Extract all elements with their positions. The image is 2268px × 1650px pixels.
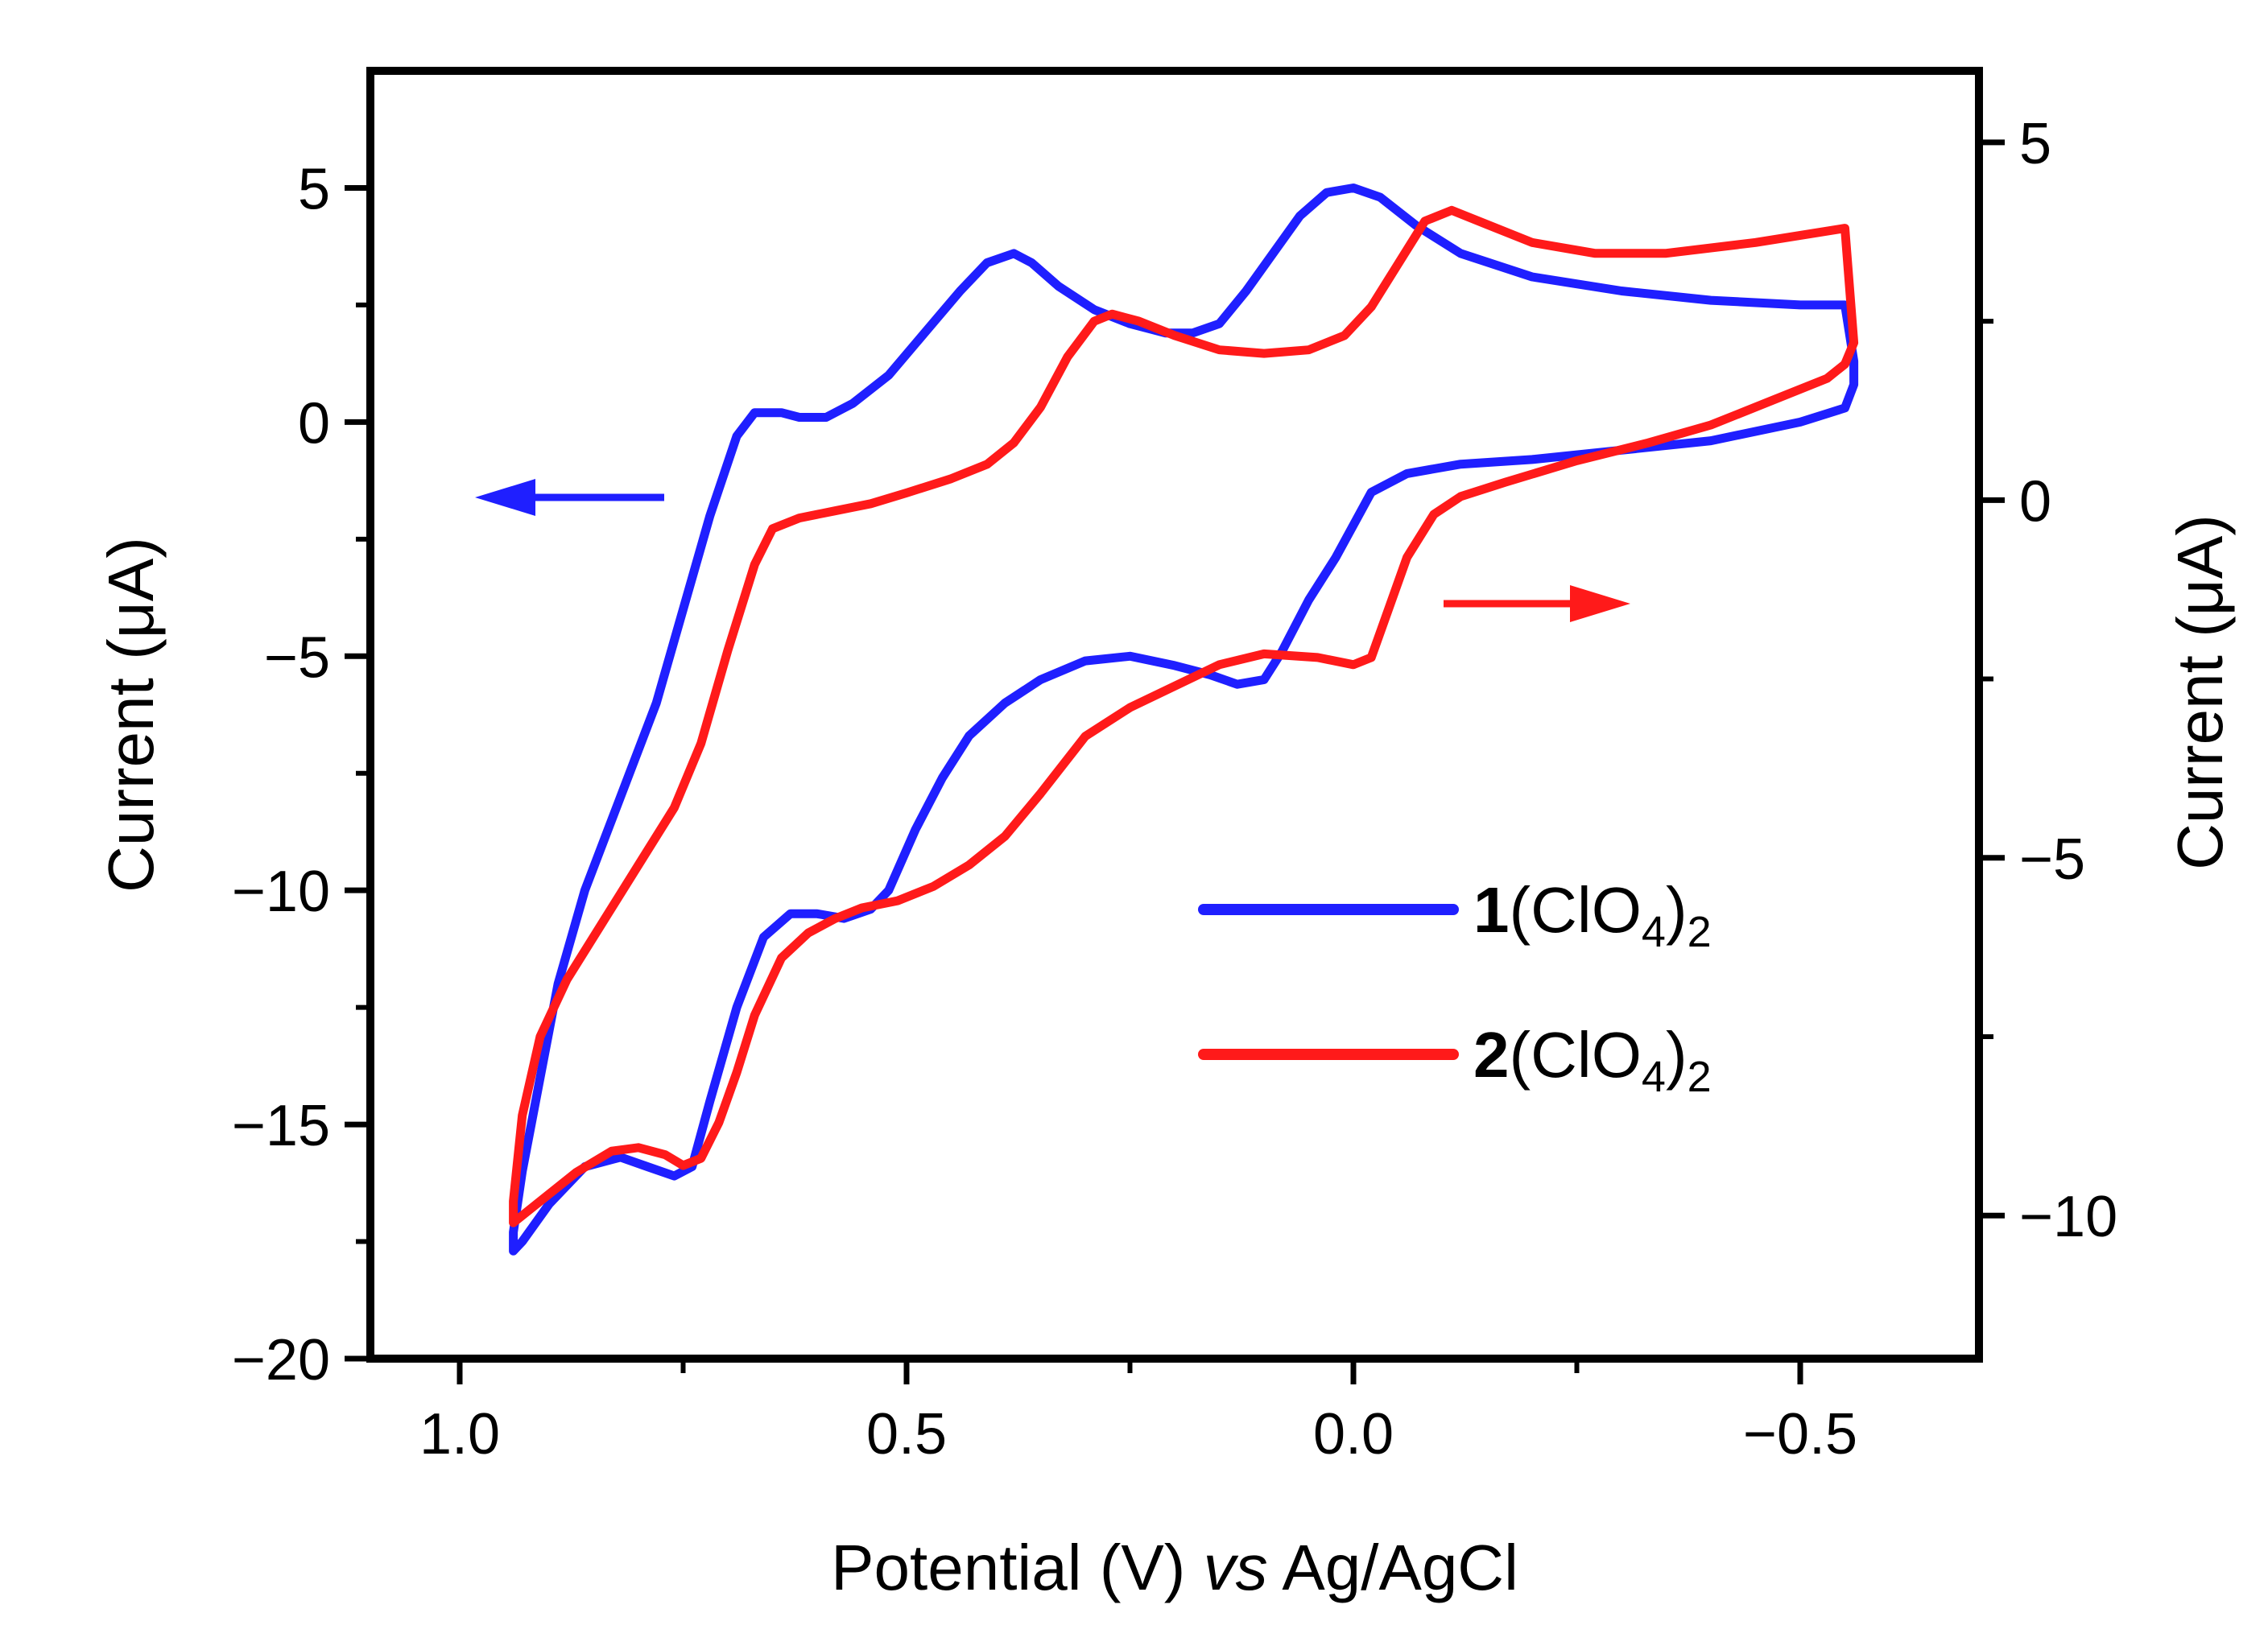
y-right-tick-label: −10 [2019,1185,2117,1249]
y-left-tick-label: 5 [298,157,330,221]
x-tick-label: 1.0 [419,1402,500,1466]
y-right-tick-label: 0 [2019,469,2051,534]
x-tick-label: 0.5 [866,1402,947,1466]
x-tick-label: 0.0 [1313,1402,1394,1466]
series-line-2 [509,205,1859,1227]
legend-label-1: 1(ClO4)2 [1473,874,1712,956]
right-axis-arrow [1444,585,1630,622]
right-axis-arrow-head [1570,585,1630,622]
plot-frame [366,67,1983,1363]
y-left-tick-label: −5 [264,625,330,690]
left-axis-arrow-head [475,479,535,516]
legend: 1(ClO4)2 2(ClO4)2 [1198,874,1712,1101]
y-left-tick-label: −10 [232,860,330,924]
y-left-tick-label: −15 [232,1094,330,1158]
y-axis-title-left: Current (μA) [95,537,167,893]
x-tick-label: −0.5 [1743,1402,1857,1466]
plot-layer [509,184,1859,1256]
y-axis-title-right: Current (μA) [2164,514,2236,870]
x-axis-title: Potential (V) vs Ag/AgCl [831,1532,1518,1603]
axis-arrows [475,479,1630,622]
y-right-tick-label: 5 [2019,112,2051,176]
tick-layer: 1.0 0.5 0.0 −0.5 5 0 −5 −10 −15 −20 5 0 −5 −10 [232,112,2117,1466]
left-axis-arrow [475,479,664,516]
y-left-tick-label: −20 [232,1328,330,1392]
legend-label-2: 2(ClO4)2 [1473,1019,1712,1101]
y-left-tick-label: 0 [298,391,330,456]
y-right-tick-label: −5 [2019,827,2085,892]
